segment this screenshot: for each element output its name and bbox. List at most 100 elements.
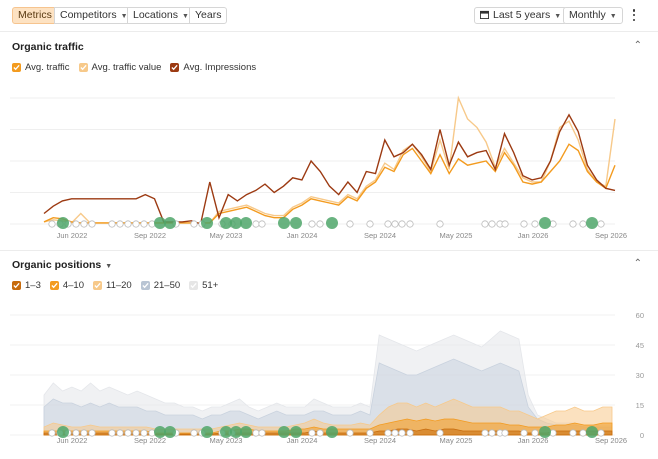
annotation-marker[interactable] (520, 220, 528, 228)
annotation-marker[interactable] (406, 220, 414, 228)
annotation-marker[interactable] (366, 429, 374, 437)
date-range-dropdown[interactable]: Last 5 years ▼ (474, 7, 568, 24)
annotation-marker[interactable] (501, 429, 509, 437)
annotation-marker[interactable] (398, 429, 406, 437)
update-marker[interactable] (230, 217, 242, 229)
legend-pos-11-20[interactable]: 11–20 (93, 280, 132, 291)
update-marker[interactable] (539, 426, 551, 438)
annotation-marker[interactable] (488, 429, 496, 437)
update-marker[interactable] (201, 217, 213, 229)
annotation-marker[interactable] (72, 220, 80, 228)
checkbox-icon[interactable] (49, 281, 59, 290)
annotation-marker[interactable] (190, 220, 198, 228)
tab-metrics[interactable]: Metrics (12, 7, 58, 24)
annotation-marker[interactable] (108, 220, 116, 228)
annotation-marker[interactable] (569, 429, 577, 437)
update-marker[interactable] (586, 426, 598, 438)
annotation-marker[interactable] (132, 220, 140, 228)
annotation-marker[interactable] (252, 220, 260, 228)
annotation-marker[interactable] (384, 220, 392, 228)
annotation-marker[interactable] (531, 220, 539, 228)
update-marker[interactable] (539, 217, 551, 229)
annotation-marker[interactable] (346, 220, 354, 228)
update-marker[interactable] (278, 217, 290, 229)
annotation-marker[interactable] (316, 429, 324, 437)
annotation-marker[interactable] (308, 220, 316, 228)
update-marker[interactable] (220, 426, 232, 438)
annotation-marker[interactable] (520, 429, 528, 437)
annotation-marker[interactable] (308, 429, 316, 437)
annotation-marker[interactable] (436, 220, 444, 228)
annotation-marker[interactable] (72, 429, 80, 437)
annotation-marker[interactable] (48, 429, 56, 437)
annotation-marker[interactable] (124, 429, 132, 437)
checkbox-icon[interactable] (93, 281, 102, 290)
annotation-marker[interactable] (398, 220, 406, 228)
annotation-marker[interactable] (488, 220, 496, 228)
annotation-marker[interactable] (140, 220, 148, 228)
legend-avg-impressions[interactable]: Avg. Impressions (170, 62, 256, 73)
annotation-marker[interactable] (531, 429, 539, 437)
annotation-marker[interactable] (80, 429, 88, 437)
legend-pos-21-50[interactable]: 21–50 (140, 280, 180, 291)
annotation-marker[interactable] (258, 220, 266, 228)
annotation-marker[interactable] (481, 429, 489, 437)
positions-title[interactable]: Organic positions ▼ (12, 259, 113, 271)
update-marker[interactable] (57, 426, 69, 438)
annotation-marker[interactable] (116, 220, 124, 228)
annotation-marker[interactable] (80, 220, 88, 228)
update-marker[interactable] (290, 217, 302, 229)
update-marker[interactable] (586, 217, 598, 229)
annotation-marker[interactable] (88, 220, 96, 228)
update-marker[interactable] (240, 426, 252, 438)
checkbox-icon[interactable] (170, 63, 180, 72)
annotation-marker[interactable] (436, 429, 444, 437)
annotation-marker[interactable] (579, 220, 587, 228)
update-marker[interactable] (230, 426, 242, 438)
kebab-menu-icon[interactable] (632, 9, 636, 21)
collapse-traffic-icon[interactable]: ⌃ (633, 40, 642, 51)
annotation-marker[interactable] (116, 429, 124, 437)
annotation-marker[interactable] (391, 220, 399, 228)
update-marker[interactable] (164, 426, 176, 438)
interval-dropdown[interactable]: Monthly ▼ (563, 7, 623, 24)
annotation-marker[interactable] (316, 220, 324, 228)
legend-pos-4-10[interactable]: 4–10 (49, 280, 84, 291)
legend-pos-51-plus[interactable]: 51+ (189, 280, 218, 291)
checkbox-icon[interactable] (12, 281, 21, 290)
checkbox-icon[interactable] (189, 281, 199, 290)
annotation-marker[interactable] (569, 220, 577, 228)
annotation-marker[interactable] (140, 429, 148, 437)
annotation-marker[interactable] (124, 220, 132, 228)
annotation-marker[interactable] (481, 220, 489, 228)
annotation-marker[interactable] (346, 429, 354, 437)
annotation-marker[interactable] (258, 429, 266, 437)
annotation-marker[interactable] (252, 429, 260, 437)
annotation-marker[interactable] (384, 429, 392, 437)
update-marker[interactable] (240, 217, 252, 229)
tab-years[interactable]: Years (189, 7, 228, 24)
update-marker[interactable] (326, 217, 338, 229)
legend-avg-traffic[interactable]: Avg. traffic (12, 62, 70, 73)
annotation-marker[interactable] (48, 220, 56, 228)
annotation-marker[interactable] (597, 220, 605, 228)
annotation-marker[interactable] (132, 429, 140, 437)
update-marker[interactable] (154, 217, 166, 229)
update-marker[interactable] (201, 426, 213, 438)
update-marker[interactable] (57, 217, 69, 229)
annotation-marker[interactable] (501, 220, 509, 228)
update-marker[interactable] (154, 426, 166, 438)
annotation-marker[interactable] (366, 220, 374, 228)
legend-avg-traffic-value[interactable]: Avg. traffic value (78, 62, 161, 73)
update-marker[interactable] (164, 217, 176, 229)
tab-locations[interactable]: Locations ▼ (127, 7, 195, 24)
update-marker[interactable] (326, 426, 338, 438)
legend-pos-1-3[interactable]: 1–3 (12, 280, 41, 291)
checkbox-icon[interactable] (140, 281, 150, 290)
update-marker[interactable] (220, 217, 232, 229)
annotation-marker[interactable] (88, 429, 96, 437)
checkbox-icon[interactable] (12, 63, 21, 72)
annotation-marker[interactable] (579, 429, 587, 437)
collapse-positions-icon[interactable]: ⌃ (633, 258, 642, 269)
annotation-marker[interactable] (391, 429, 399, 437)
